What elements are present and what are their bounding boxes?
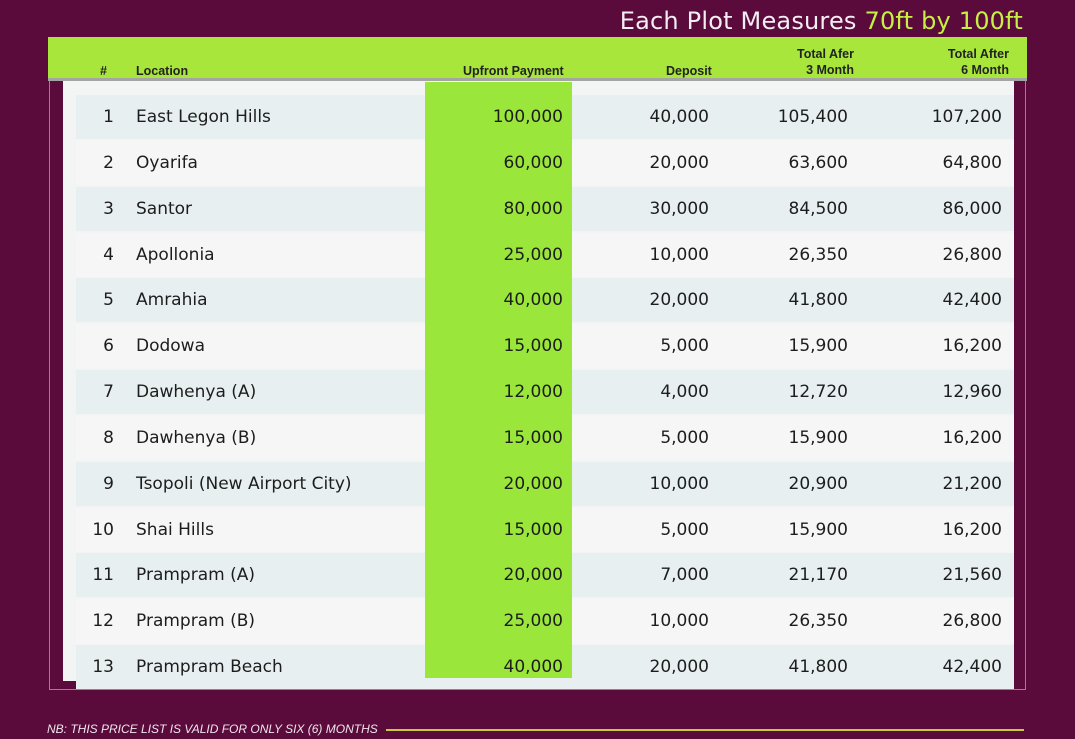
row-total-after-6-month: 16,200 [942, 520, 1002, 540]
row-upfront-payment: 100,000 [492, 107, 563, 127]
row-number: 2 [103, 153, 114, 173]
row-upfront-payment: 12,000 [503, 382, 563, 402]
row-upfront-payment: 40,000 [503, 657, 563, 677]
row-total-after-6-month: 21,200 [942, 474, 1002, 494]
row-total-after-3-month: 15,900 [788, 520, 848, 540]
row-deposit: 5,000 [660, 336, 709, 356]
row-total-after-3-month: 26,350 [788, 245, 848, 265]
row-number: 12 [92, 611, 114, 631]
row-location: Prampram Beach [136, 657, 283, 677]
page-headline: Each Plot Measures 70ft by 100ft [620, 7, 1023, 35]
header-number: # [100, 64, 107, 78]
row-total-after-6-month: 26,800 [942, 611, 1002, 631]
validity-note: NB: THIS PRICE LIST IS VALID FOR ONLY SI… [47, 722, 378, 736]
row-number: 8 [103, 428, 114, 448]
upfront-column-highlight [425, 82, 572, 678]
row-total-after-6-month: 107,200 [931, 107, 1002, 127]
row-total-after-3-month: 84,500 [788, 199, 848, 219]
row-total-after-6-month: 26,800 [942, 245, 1002, 265]
row-total-after-3-month: 26,350 [788, 611, 848, 631]
row-total-after-3-month: 20,900 [788, 474, 848, 494]
row-total-after-6-month: 21,560 [942, 565, 1002, 585]
row-upfront-payment: 80,000 [503, 199, 563, 219]
row-deposit: 10,000 [649, 611, 709, 631]
row-location: Dodowa [136, 336, 206, 356]
row-total-after-3-month: 105,400 [777, 107, 848, 127]
row-deposit: 40,000 [649, 107, 709, 127]
header-location: Location [136, 64, 189, 78]
row-number: 6 [103, 336, 114, 356]
header-deposit: Deposit [666, 64, 712, 78]
row-upfront-payment: 15,000 [503, 336, 563, 356]
row-upfront-payment: 20,000 [503, 565, 563, 585]
row-location: Dawhenya (A) [136, 382, 257, 402]
row-deposit: 5,000 [660, 520, 709, 540]
row-total-after-3-month: 12,720 [788, 382, 848, 402]
row-number: 1 [103, 107, 114, 127]
row-location: Prampram (B) [136, 611, 256, 631]
row-number: 13 [92, 657, 114, 677]
row-deposit: 10,000 [649, 245, 709, 265]
row-number: 10 [92, 520, 114, 540]
row-number: 9 [103, 474, 114, 494]
row-total-after-6-month: 16,200 [942, 428, 1002, 448]
row-total-after-6-month: 64,800 [942, 153, 1002, 173]
row-deposit: 4,000 [660, 382, 709, 402]
row-deposit: 7,000 [660, 565, 709, 585]
row-upfront-payment: 25,000 [503, 611, 563, 631]
row-total-after-6-month: 42,400 [942, 657, 1002, 677]
row-location: Oyarifa [136, 153, 198, 173]
headline-prefix: Each Plot Measures [619, 7, 865, 35]
row-total-after-6-month: 42,400 [942, 290, 1002, 310]
row-upfront-payment: 40,000 [503, 290, 563, 310]
row-total-after-3-month: 15,900 [788, 336, 848, 356]
row-location: East Legon Hills [136, 107, 271, 127]
row-total-after-3-month: 41,800 [788, 657, 848, 677]
row-deposit: 30,000 [649, 199, 709, 219]
row-total-after-3-month: 41,800 [788, 290, 848, 310]
headline-plot-size: 70ft by 100ft [864, 7, 1023, 35]
row-deposit: 20,000 [649, 657, 709, 677]
row-total-after-6-month: 16,200 [942, 336, 1002, 356]
row-number: 7 [103, 382, 114, 402]
row-location: Prampram (A) [136, 565, 255, 585]
row-location: Dawhenya (B) [136, 428, 257, 448]
header-total-after-3-month: Total Afer 3 Month [797, 47, 854, 77]
table-header: # Location Upfront Payment Deposit Total… [48, 37, 1027, 81]
row-total-after-3-month: 15,900 [788, 428, 848, 448]
row-upfront-payment: 20,000 [503, 474, 563, 494]
row-location: Amrahia [136, 290, 208, 310]
row-number: 3 [103, 199, 114, 219]
row-location: Santor [136, 199, 193, 219]
row-deposit: 20,000 [649, 153, 709, 173]
row-total-after-6-month: 86,000 [942, 199, 1002, 219]
row-upfront-payment: 60,000 [503, 153, 563, 173]
row-number: 5 [103, 290, 114, 310]
row-number: 11 [92, 565, 114, 585]
row-upfront-payment: 25,000 [503, 245, 563, 265]
row-deposit: 5,000 [660, 428, 709, 448]
header-upfront-payment: Upfront Payment [463, 64, 564, 78]
row-total-after-3-month: 21,170 [788, 565, 848, 585]
row-upfront-payment: 15,000 [503, 428, 563, 448]
header-total-after-6-month: Total After 6 Month [947, 47, 1009, 77]
row-deposit: 20,000 [649, 290, 709, 310]
row-deposit: 10,000 [649, 474, 709, 494]
row-location: Shai Hills [136, 520, 214, 540]
row-upfront-payment: 15,000 [503, 520, 563, 540]
footer-rule [386, 729, 1024, 731]
row-location: Apollonia [136, 245, 215, 265]
row-total-after-3-month: 63,600 [788, 153, 848, 173]
row-total-after-6-month: 12,960 [942, 382, 1002, 402]
row-location: Tsopoli (New Airport City) [136, 474, 352, 494]
row-number: 4 [103, 245, 114, 265]
